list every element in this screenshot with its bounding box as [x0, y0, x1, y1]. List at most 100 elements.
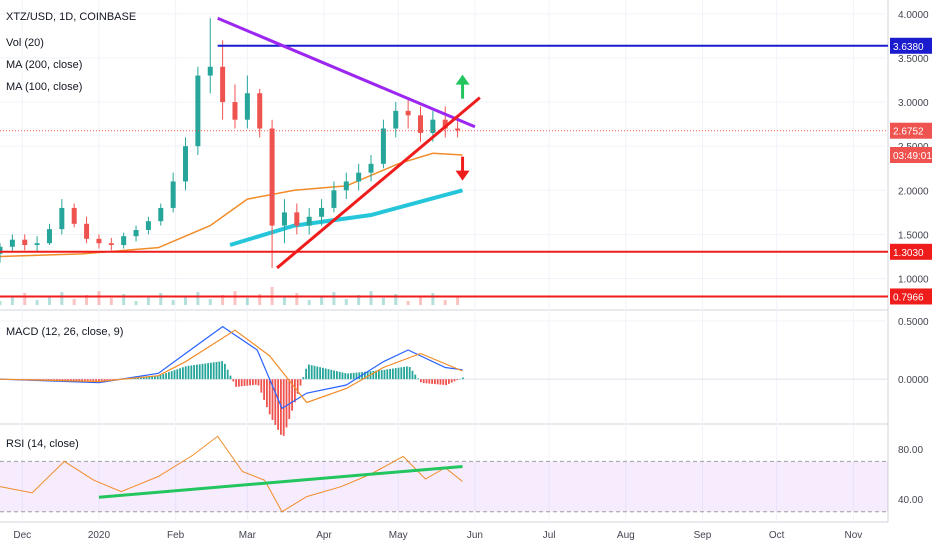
volume-bar	[233, 291, 237, 305]
legend-rsi: RSI (14, close)	[6, 438, 79, 450]
macd-histogram-bar	[428, 379, 431, 384]
macd-histogram-bar	[308, 364, 310, 380]
candle-body	[84, 223, 90, 239]
macd-histogram-bar	[109, 379, 111, 381]
macd-histogram-bar	[355, 372, 358, 380]
candle-body	[34, 243, 40, 245]
macd-histogram-bar	[347, 373, 349, 380]
candle-body	[183, 146, 189, 182]
macd-histogram-bar	[67, 379, 69, 381]
candle-body	[59, 207, 65, 230]
macd-histogram-bar	[397, 367, 400, 380]
candle-body	[368, 163, 374, 173]
macd-histogram-bar	[330, 369, 333, 380]
macd-histogram-bar	[42, 379, 44, 380]
macd-histogram-bar	[58, 379, 61, 381]
macd-histogram-bar	[176, 369, 179, 380]
macd-histogram-bar	[336, 371, 338, 380]
macd-histogram-bar	[327, 369, 330, 380]
price-tag	[890, 147, 932, 163]
signal-line	[0, 329, 463, 404]
macd-tick-label: 0.0000	[898, 375, 929, 386]
candle-body	[405, 110, 411, 116]
macd-histogram-bar	[271, 379, 274, 420]
volume-bar	[344, 299, 348, 305]
volume-bar	[431, 293, 435, 305]
macd-histogram-bar	[389, 368, 391, 380]
macd-histogram-bar	[47, 379, 50, 381]
macd-histogram-bar	[215, 361, 218, 380]
macd-histogram-bar	[358, 372, 361, 380]
macd-histogram-bar	[350, 373, 352, 380]
x-tick-label: Sep	[694, 530, 712, 541]
x-tick-label: 2020	[88, 530, 111, 541]
macd-histogram-bar	[92, 379, 95, 381]
macd-histogram-bar	[294, 379, 296, 403]
macd-histogram-bar	[392, 368, 394, 380]
macd-histogram-bar	[72, 379, 75, 381]
macd-histogram-bar	[162, 374, 165, 380]
macd-histogram-bar	[100, 379, 103, 381]
macd-histogram-bar	[44, 379, 47, 381]
macd-histogram-bar	[95, 379, 97, 381]
macd-histogram-bar	[310, 365, 313, 380]
trendline	[276, 96, 481, 270]
macd-histogram-bar	[313, 365, 316, 380]
candle-body	[331, 190, 337, 208]
macd-histogram-bar	[207, 363, 209, 380]
price-tag-label: 3.6380	[893, 42, 924, 53]
volume-bar	[23, 293, 27, 305]
macd-histogram-bar	[154, 375, 156, 380]
macd-line	[0, 325, 463, 410]
x-tick-label: May	[389, 530, 408, 541]
rsi-tick-label: 40.00	[898, 495, 923, 506]
chart-title: XTZ/USD, 1D, COINBASE	[6, 11, 136, 23]
rsi-trendline	[98, 464, 463, 499]
candle-body	[455, 128, 461, 131]
macd-histogram-bar	[156, 375, 159, 380]
macd-histogram-bar	[78, 379, 81, 381]
macd-histogram-bar	[173, 370, 176, 380]
macd-histogram-bar	[403, 366, 405, 380]
volume-bar	[35, 300, 39, 305]
volume-bar	[85, 295, 89, 305]
volume-bar	[184, 296, 188, 305]
candle-body	[22, 239, 28, 245]
macd-histogram-bar	[252, 379, 254, 386]
macd-histogram-bar	[375, 370, 377, 380]
volume-bar	[307, 300, 311, 305]
macd-tick-label: 0.5000	[898, 317, 929, 328]
candle-body	[281, 212, 287, 226]
macd-histogram-bar	[268, 379, 271, 415]
volume-bar	[0, 301, 2, 305]
macd-histogram-bar	[193, 365, 195, 380]
macd-histogram-bar	[442, 379, 445, 385]
macd-histogram-bar	[305, 368, 307, 380]
price-tick-label: 2.0000	[898, 186, 929, 197]
macd-histogram-bar	[274, 379, 277, 425]
macd-histogram-bar	[196, 364, 198, 380]
candle-body	[145, 221, 151, 230]
macd-histogram-bar	[151, 376, 153, 380]
macd-histogram-bar	[137, 377, 139, 380]
macd-histogram-bar	[319, 367, 321, 380]
macd-histogram-bar	[456, 379, 459, 381]
macd-histogram-bar	[406, 366, 408, 380]
price-tag	[890, 122, 932, 139]
volume-bar	[381, 298, 385, 305]
candle-body	[170, 181, 176, 208]
macd-histogram-bar	[53, 379, 55, 381]
macd-histogram-bar	[366, 371, 369, 380]
macd-histogram-bar	[400, 367, 403, 380]
macd-histogram-bar	[277, 379, 279, 430]
volume-bar	[357, 295, 361, 305]
volume-bar	[258, 294, 262, 305]
macd-histogram-bar	[224, 363, 226, 380]
volume-bar	[456, 296, 460, 305]
x-tick-label: Jul	[543, 530, 556, 541]
macd-histogram-bar	[106, 379, 109, 381]
macd-histogram-bar	[386, 369, 389, 380]
macd-histogram-bar	[148, 376, 151, 380]
macd-histogram-bar	[187, 365, 190, 380]
